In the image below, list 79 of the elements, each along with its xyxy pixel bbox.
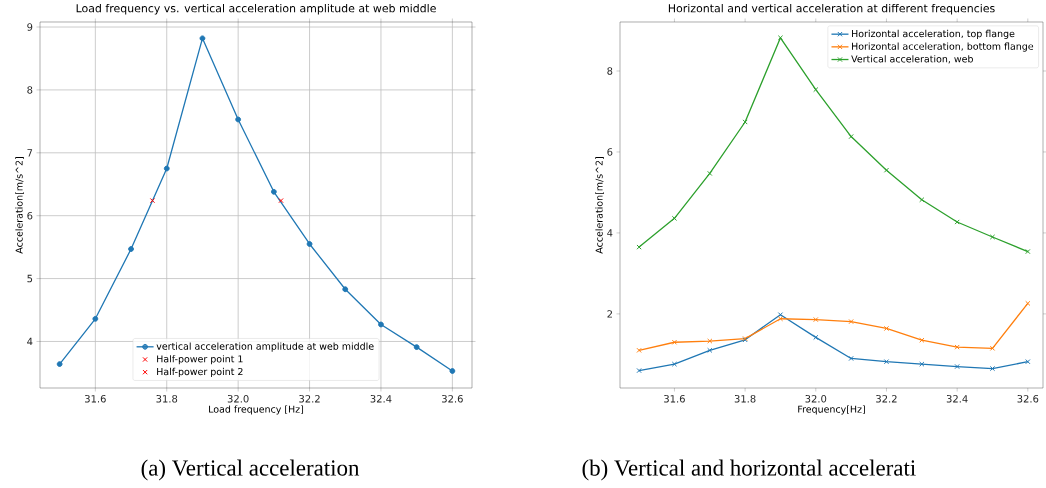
y-tick-label: 6 <box>607 148 613 156</box>
point <box>989 234 996 240</box>
y-axis-title: Acceleration[m/s^2] <box>595 157 604 254</box>
chart-title: Load frequency vs. vertical acceleration amplitude at web middle <box>76 3 436 15</box>
legend-label: Vertical acceleration, web <box>851 55 973 64</box>
point <box>671 361 678 367</box>
y-tick-label: 9 <box>27 23 33 31</box>
point <box>919 197 925 203</box>
point <box>149 197 156 204</box>
point <box>954 363 960 370</box>
x-tick-label: 31.8 <box>156 395 178 403</box>
point <box>671 215 678 221</box>
point <box>777 312 784 318</box>
point <box>989 365 996 372</box>
x-axis-title: Load frequency [Hz] <box>209 405 304 415</box>
point <box>378 321 384 328</box>
point <box>707 170 713 177</box>
legend-label: Horizontal acceleration, bottom flange <box>852 42 1034 52</box>
y-tick-label: 4 <box>607 229 613 237</box>
x-tick-label: 32.6 <box>442 395 463 403</box>
x-tick-label: 31.8 <box>734 395 756 403</box>
point <box>954 344 960 350</box>
text: (a) Vertical acceleration <box>141 459 360 481</box>
y-axis-title: Acceleration[m/s^2] <box>15 157 24 254</box>
y-tick-label: 5 <box>27 274 33 283</box>
point <box>989 345 996 351</box>
x-tick-label: 32.2 <box>299 395 320 403</box>
point <box>848 133 854 140</box>
point <box>92 315 99 322</box>
x-tick-label: 32.6 <box>1017 395 1039 403</box>
point <box>1025 248 1031 255</box>
y-tick-label: 4 <box>27 337 33 346</box>
x-tick-label: 32.4 <box>370 395 392 403</box>
point <box>671 339 678 345</box>
x-tick-label: 32.4 <box>946 395 968 403</box>
point <box>883 167 890 173</box>
point <box>707 338 713 344</box>
chart-title: Horizontal and vertical acceleration at different frequencies <box>668 3 995 15</box>
y-tick-label: 8 <box>27 86 33 94</box>
point <box>777 316 784 322</box>
point <box>163 165 170 172</box>
point <box>883 359 890 365</box>
point <box>235 116 242 123</box>
point <box>813 86 819 93</box>
y-tick-label: 8 <box>607 67 613 75</box>
point <box>954 219 960 225</box>
point <box>742 119 748 125</box>
y-tick-label: 6 <box>27 211 33 220</box>
x-tick-label: 31.6 <box>85 395 106 403</box>
x-axis-title: Frequency[Hz] <box>798 405 865 415</box>
legend-label: Half-power point 2 <box>157 367 243 377</box>
point <box>777 35 784 41</box>
point <box>848 318 854 325</box>
point <box>306 241 313 247</box>
legend-label: vertical acceleration amplitude at web middle <box>156 342 374 352</box>
point <box>199 35 206 42</box>
x-tick-label: 31.6 <box>664 395 685 403</box>
point <box>636 347 642 353</box>
point <box>278 197 284 204</box>
point <box>342 286 349 293</box>
point <box>919 337 925 343</box>
y-tick-label: 7 <box>27 149 33 157</box>
point <box>56 361 63 367</box>
point <box>813 334 819 341</box>
point <box>449 368 456 374</box>
point <box>413 344 420 351</box>
y-tick-label: 2 <box>607 310 612 318</box>
x-tick-label: 32.0 <box>227 395 249 403</box>
text: (b) Vertical and horizontal accelerati <box>582 459 916 481</box>
legend-label: Horizontal acceleration, top flange <box>852 29 1015 39</box>
point <box>813 316 819 323</box>
point <box>707 347 713 353</box>
point <box>919 361 925 367</box>
point <box>270 188 277 195</box>
x-tick-label: 32.2 <box>876 395 897 403</box>
legend-label: Half-power point 1 <box>157 355 243 365</box>
x-tick-label: 32.0 <box>805 395 827 403</box>
point <box>128 246 134 252</box>
point <box>848 355 854 362</box>
